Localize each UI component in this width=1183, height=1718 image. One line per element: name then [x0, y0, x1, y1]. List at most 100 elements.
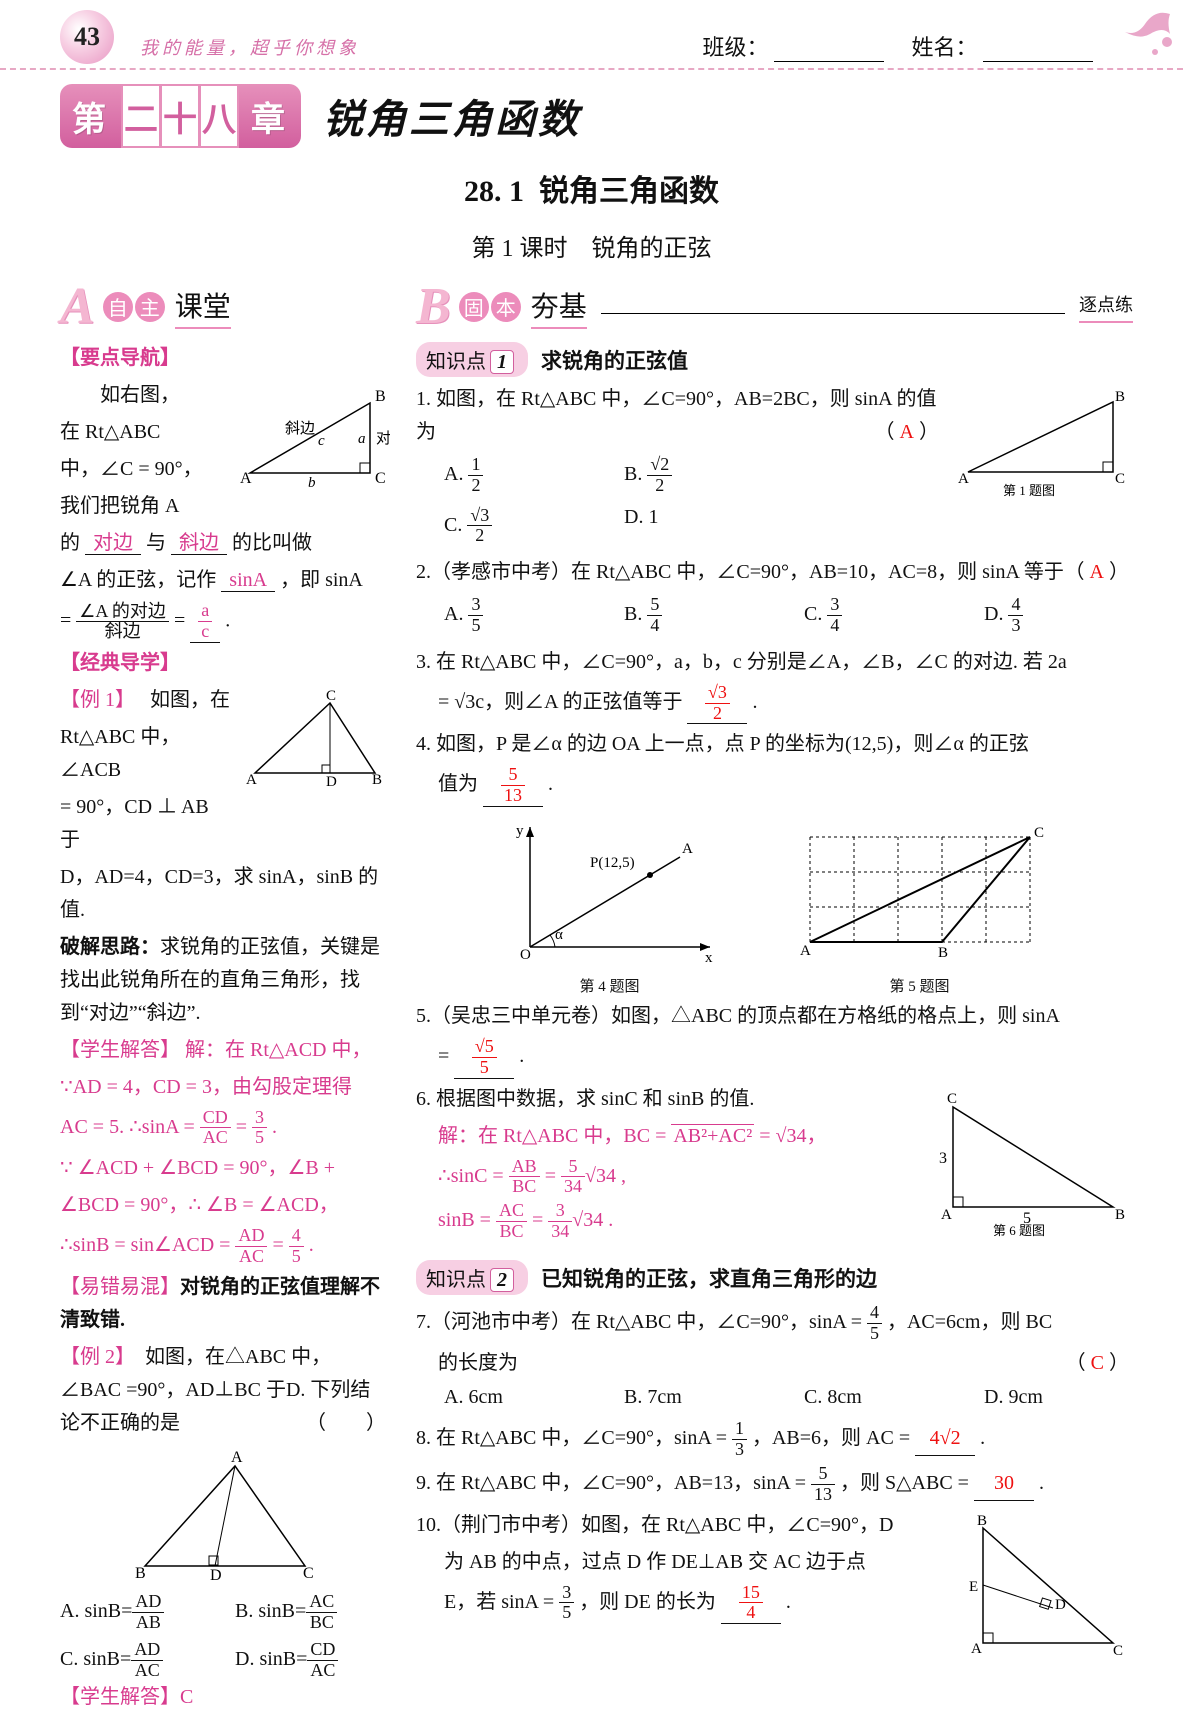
chapter-badge: 第 二 十 八 章 — [60, 84, 301, 148]
svg-text:D: D — [210, 1567, 222, 1584]
svg-text:C: C — [326, 688, 336, 704]
ex2-optB: B. sinB=ACBC — [235, 1592, 390, 1633]
pill-b1: 固 — [459, 292, 489, 322]
head-a-tail: 课堂 — [175, 285, 231, 329]
column-a: A 自主 课堂 【要点导航】 A B C 斜边 c 对边 a b 如右图， 在 … — [60, 277, 390, 1718]
svg-text:A: A — [240, 470, 252, 487]
classic-tag: 【经典导学】 — [60, 647, 390, 680]
chapter-title: 锐角三角函数 — [323, 87, 581, 145]
pill-a2: 主 — [135, 292, 165, 322]
badge-num-2: 十 — [160, 84, 200, 148]
q3b: = √3c，则∠A 的正弦值等于 √32 . — [416, 683, 1133, 725]
figure-q5: A B C 第 5 题图 — [790, 817, 1050, 996]
svg-text:对边: 对边 — [376, 430, 390, 447]
pill-b2: 本 — [491, 292, 521, 322]
badge-left: 第 — [60, 84, 122, 148]
ex2-optC: C. sinB=ADAC — [60, 1640, 215, 1681]
hint: 破解思路：求锐角的正弦值，关键是找出此锐角所在的直角三角形，找到“对边”“斜边”… — [60, 931, 390, 1030]
q5a: 5.（吴忠三中单元卷）如图，△ABC 的顶点都在方格纸的格点上，则 sinA — [416, 1000, 1133, 1033]
sol4: ∵ ∠ACD + ∠BCD = 90°，∠B + — [60, 1152, 390, 1185]
svg-text:A: A — [800, 943, 811, 959]
q2: 2.（孝感市中考）在 Rt△ABC 中，∠C=90°，AB=10，AC=8，则 … — [416, 556, 1133, 589]
q8: 8. 在 Rt△ABC 中，∠C=90°，sinA = 13 ，AB=6，则 A… — [416, 1419, 1133, 1460]
svg-text:B: B — [135, 1565, 146, 1582]
svg-text:b: b — [308, 475, 316, 491]
sol3: AC = 5. ∴sinA = CDAC = 35 . — [60, 1108, 390, 1149]
svg-text:A: A — [231, 1449, 243, 1466]
figure-q6: A B C 3 5 第 6 题图 — [933, 1087, 1133, 1237]
kp2-row: 知识点2 已知锐角的正弦，求直角三角形的边 — [416, 1260, 1133, 1295]
page-number-badge: 43 — [60, 10, 114, 64]
svg-text:第 6 题图: 第 6 题图 — [993, 1223, 1045, 1237]
student-sol-tag: 【学生解答】 解：在 Rt△ACD 中， — [60, 1034, 390, 1067]
svg-text:A: A — [246, 772, 257, 788]
svg-text:C: C — [1115, 471, 1125, 487]
svg-text:D: D — [326, 774, 337, 788]
svg-text:B: B — [977, 1513, 987, 1529]
stud2: 【学生解答】C — [60, 1681, 390, 1714]
q7c: 的长度为 （ C ） — [416, 1347, 1133, 1380]
p1d: 我们把锐角 A — [60, 490, 390, 523]
figure-ex1: A B C D — [240, 688, 390, 788]
figure-q4: P(12,5) A α O x y 第 4 题图 — [500, 817, 720, 996]
q3a: 3. 在 Rt△ABC 中，∠C=90°，a，b，c 分别是∠A，∠B，∠C 的… — [416, 646, 1133, 679]
header-fields: 班级： 姓名： — [702, 30, 1093, 62]
svg-text:E: E — [969, 1579, 978, 1595]
q7-options: A. 6cmB. 7cmC. 8cmD. 9cm — [444, 1386, 1133, 1409]
p-frac: = ∠A 的对边斜边 = ac . — [60, 601, 390, 643]
pill-a1: 自 — [103, 292, 133, 322]
q2-options: A. 35 B. 54 C. 34 D. 43 — [444, 595, 1133, 636]
ex1d: D，AD=4，CD=3，求 sinA，sinB 的值. — [60, 861, 390, 927]
class-blank[interactable] — [774, 42, 884, 62]
section-b-head: B 固本 夯基 逐点练 — [416, 277, 1133, 336]
p2: ∠A 的正弦，记作 sinA ，即 sinA — [60, 564, 390, 597]
ex2-optA: A. sinB=ADAB — [60, 1592, 215, 1633]
q7: 7.（河池市中考）在 Rt△ABC 中，∠C=90°，sinA = 45 ，AC… — [416, 1303, 1133, 1344]
svg-text:A: A — [941, 1207, 952, 1223]
svg-text:a: a — [358, 431, 366, 447]
svg-text:C: C — [303, 1565, 314, 1582]
q5b: = √55 . — [416, 1037, 1133, 1079]
err: 【易错易混】对锐角的正弦值理解不清致错. — [60, 1271, 390, 1337]
badge-num-1: 二 — [121, 84, 161, 148]
motto-text: 我的能量，超乎你想象 — [140, 34, 360, 60]
svg-text:D: D — [1055, 1597, 1066, 1613]
q1-options-2: C. √32 D. 1 — [444, 506, 1133, 547]
chapter-banner: 第 二 十 八 章 锐角三角函数 — [60, 84, 1183, 148]
column-b: B 固本 夯基 逐点练 知识点1 求锐角的正弦值 A B C 第 1 题图 1.… — [416, 277, 1133, 1718]
ex2-optD: D. sinB=CDAC — [235, 1640, 390, 1681]
svg-text:A: A — [971, 1641, 982, 1657]
svg-text:c: c — [318, 433, 325, 449]
head-b-tail: 夯基 — [531, 285, 587, 329]
svg-text:B: B — [938, 945, 948, 961]
name-blank[interactable] — [983, 42, 1093, 62]
q4b: 值为 513 . — [416, 765, 1133, 807]
svg-text:第 1 题图: 第 1 题图 — [1003, 483, 1055, 497]
fill-2: 斜边 — [171, 532, 227, 555]
badge-num-3: 八 — [199, 84, 239, 148]
svg-text:B: B — [372, 772, 382, 788]
flourish-icon — [1085, 4, 1175, 64]
kp1-row: 知识点1 求锐角的正弦值 — [416, 342, 1133, 377]
lesson-title: 第 1 课时 锐角的正弦 — [0, 228, 1183, 263]
svg-text:3: 3 — [939, 1150, 947, 1167]
sol2: ∵AD = 4，CD = 3，由勾股定理得 — [60, 1071, 390, 1104]
figure-rt-abc: A B C 斜边 c 对边 a b — [230, 383, 390, 493]
svg-text:y: y — [516, 823, 524, 839]
ex2: 【例 2】 如图，在△ABC 中，∠BAC =90°，AD⊥BC 于D. 下列结… — [60, 1341, 390, 1440]
q1-options: A. 12 B. √22 — [444, 455, 943, 496]
badge-right: 章 — [239, 84, 301, 148]
svg-text:x: x — [705, 950, 713, 966]
svg-text:α: α — [555, 927, 563, 943]
fill-sina: sinA — [221, 569, 275, 592]
svg-text:O: O — [520, 947, 531, 963]
fill-1: 对边 — [85, 532, 141, 555]
svg-text:B: B — [1115, 1207, 1125, 1223]
ex1c: = 90°，CD ⊥ AB 于 — [60, 791, 390, 857]
svg-text:斜边: 斜边 — [285, 420, 315, 437]
svg-text:A: A — [958, 471, 969, 487]
nav-tag: 【要点导航】 — [60, 342, 390, 375]
figure-ex2: A B C D — [115, 1446, 335, 1586]
svg-text:B: B — [375, 388, 386, 405]
svg-text:P(12,5): P(12,5) — [590, 855, 635, 871]
